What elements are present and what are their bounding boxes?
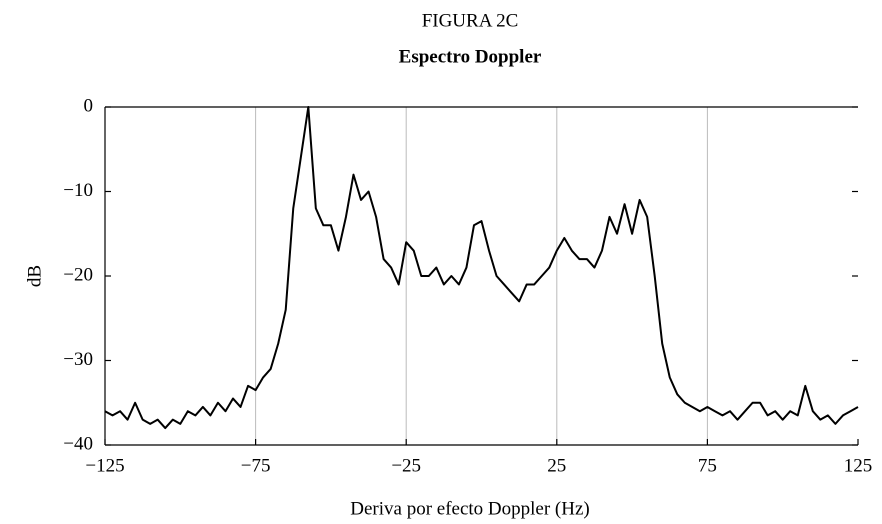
y-tick-label: 0	[84, 95, 94, 116]
y-tick-label: −30	[63, 349, 93, 370]
x-tick-label: 75	[698, 455, 717, 476]
data-line	[104, 106, 859, 430]
y-tick-label: −20	[63, 264, 93, 285]
x-tick-label: −75	[241, 455, 271, 476]
y-axis-label: dB	[24, 265, 45, 287]
x-tick-label: −25	[391, 455, 421, 476]
x-tick-label: −125	[85, 455, 124, 476]
x-tick-label: 125	[844, 455, 873, 476]
chart-subtitle: Espectro Doppler	[399, 46, 542, 67]
x-axis-label: Deriva por efecto Doppler (Hz)	[350, 498, 590, 519]
y-tick-label: −10	[63, 180, 93, 201]
y-tick-label: −40	[63, 433, 93, 454]
x-tick-label: 25	[547, 455, 566, 476]
chart-title: FIGURA 2C	[422, 10, 519, 31]
